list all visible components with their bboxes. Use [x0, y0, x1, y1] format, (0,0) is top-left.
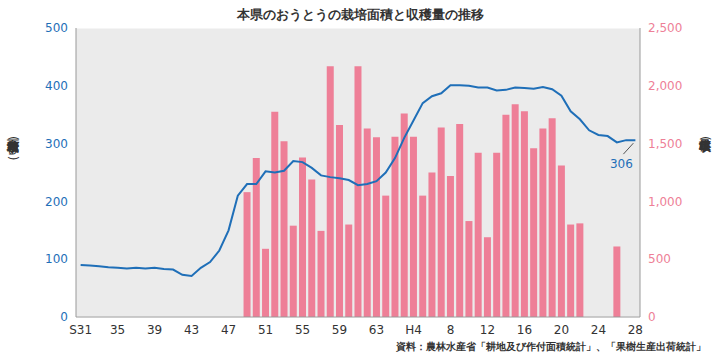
svg-text:16: 16	[517, 323, 532, 337]
html-text:本県のおうとうの栽培面積と収穫量の推移: 本県のおうとうの栽培面積と収穫量の推移	[236, 7, 484, 22]
svg-text:24: 24	[591, 323, 606, 337]
svg-text:55: 55	[295, 323, 310, 337]
html-text:資料：農林水産省「耕地及び作付面積統計」、「果樹生産出荷統計: 資料：農林水産省「耕地及び作付面積統計」、「果樹生産出荷統計」	[396, 341, 706, 352]
svg-text:1,000: 1,000	[648, 195, 682, 209]
svg-text:43: 43	[184, 323, 199, 337]
svg-text:100: 100	[45, 252, 68, 266]
svg-text:H4: H4	[405, 323, 422, 337]
svg-text:47: 47	[221, 323, 236, 337]
svg-text:0: 0	[60, 310, 68, 324]
svg-text:400: 400	[45, 79, 68, 93]
svg-text:8: 8	[447, 323, 455, 337]
svg-text:51: 51	[258, 323, 273, 337]
svg-text:12: 12	[480, 323, 495, 337]
svg-text:200: 200	[45, 195, 68, 209]
svg-text:2,000: 2,000	[648, 79, 682, 93]
svg-text:306: 306	[610, 157, 633, 171]
svg-text:1,500: 1,500	[648, 137, 682, 151]
svg-text:500: 500	[648, 252, 671, 266]
svg-text:2,500: 2,500	[648, 21, 682, 35]
svg-text:63: 63	[369, 323, 384, 337]
svg-text:20: 20	[554, 323, 569, 337]
svg-text:300: 300	[45, 137, 68, 151]
svg-text:28: 28	[628, 323, 643, 337]
svg-text:59: 59	[332, 323, 347, 337]
svg-text:35: 35	[110, 323, 125, 337]
html-text:(t): (t)	[698, 136, 712, 151]
svg-text:39: 39	[147, 323, 162, 337]
html-text:(ha): (ha)	[6, 136, 20, 161]
svg-text:0: 0	[648, 310, 656, 324]
svg-text:S31: S31	[69, 323, 92, 337]
svg-text:500: 500	[45, 21, 68, 35]
